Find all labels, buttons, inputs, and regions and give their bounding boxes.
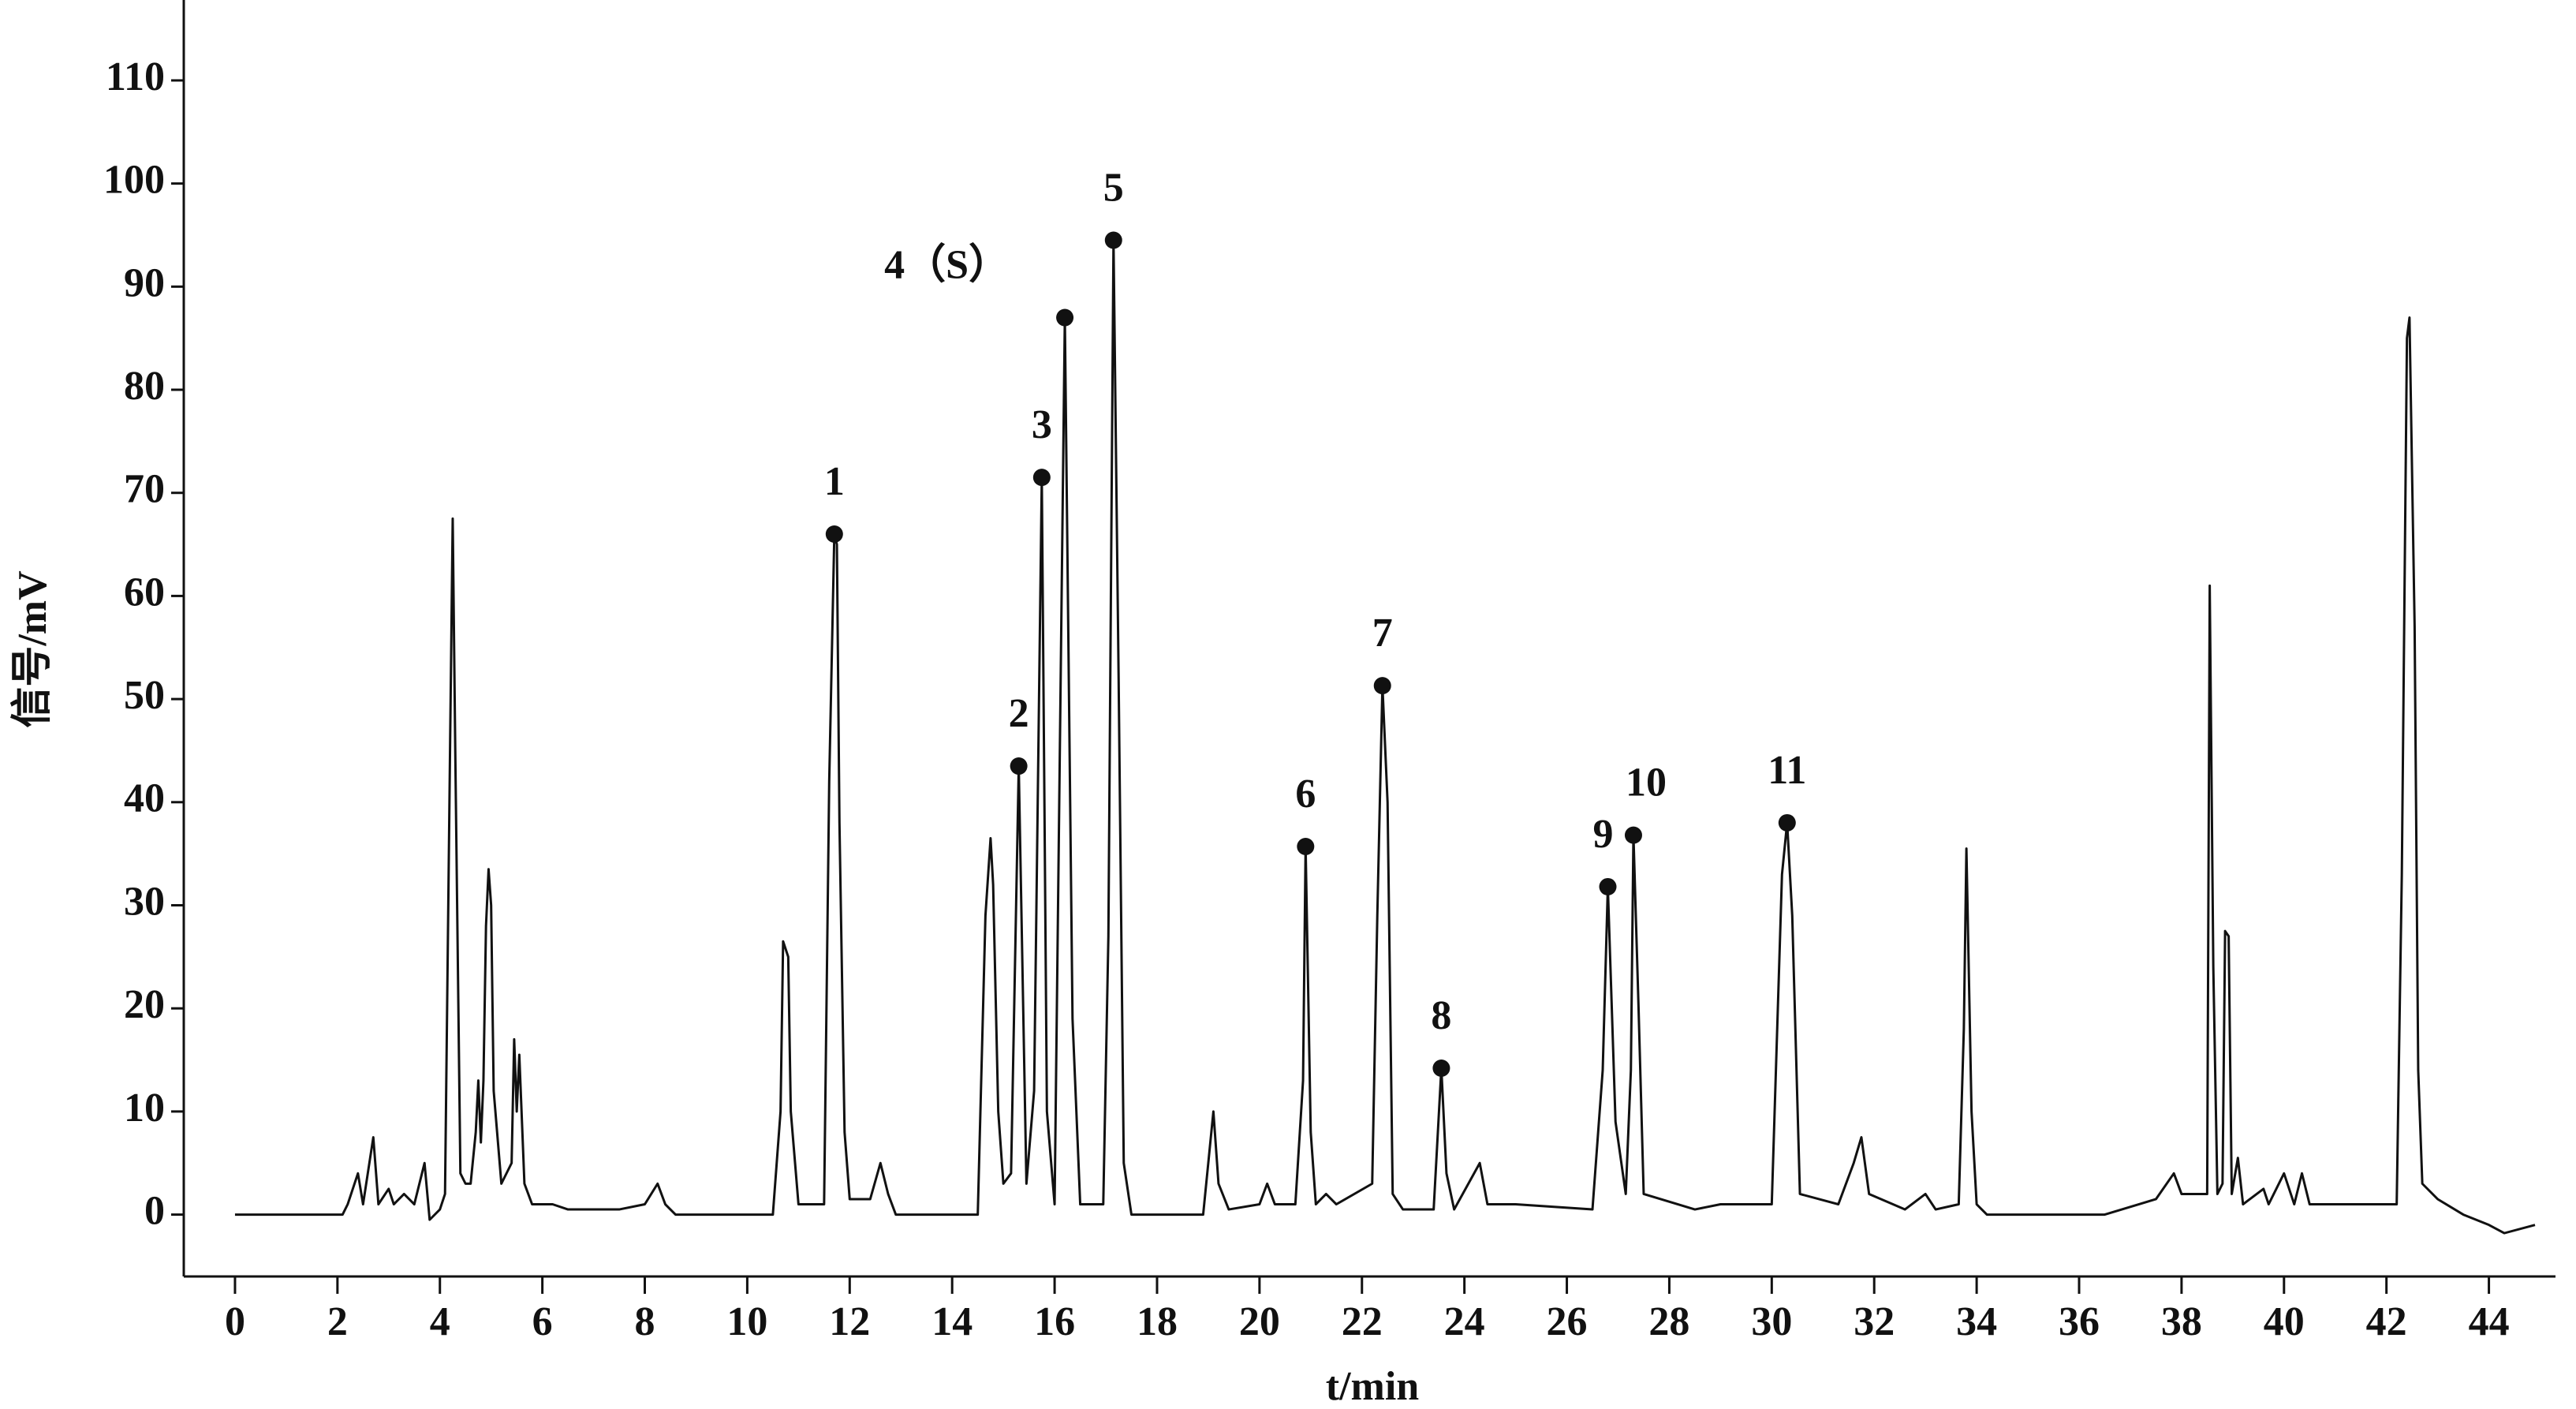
x-tick-label: 24 — [1444, 1299, 1485, 1344]
peak-label: 8 — [1431, 993, 1451, 1038]
peak-marker — [1010, 757, 1028, 776]
peak-label: 3 — [1032, 402, 1052, 447]
y-tick-label: 80 — [124, 364, 165, 409]
x-tick-label: 30 — [1751, 1299, 1792, 1344]
peak-label: 7 — [1372, 611, 1393, 656]
peak-marker — [1599, 877, 1617, 895]
x-tick-label: 18 — [1137, 1299, 1178, 1344]
x-tick-label: 32 — [1854, 1299, 1895, 1344]
peak-label: 2 — [1009, 691, 1029, 736]
x-tick-label: 38 — [2161, 1299, 2202, 1344]
peak-marker — [1624, 826, 1642, 844]
x-tick-label: 44 — [2469, 1299, 2510, 1344]
y-tick-label: 60 — [124, 570, 165, 615]
peak-label: 11 — [1768, 748, 1806, 793]
x-tick-label: 4 — [430, 1299, 450, 1344]
y-tick-label: 40 — [124, 776, 165, 821]
peak-label: 10 — [1626, 761, 1667, 805]
x-tick-label: 14 — [931, 1299, 973, 1344]
y-tick-label: 10 — [124, 1086, 165, 1131]
chromatogram-line — [234, 239, 2536, 1235]
peak-label: 9 — [1592, 812, 1613, 857]
x-tick-label: 42 — [2366, 1299, 2407, 1344]
x-tick-label: 6 — [532, 1299, 553, 1344]
peak-marker — [1104, 231, 1122, 249]
y-axis-title: 信号/mV — [9, 570, 55, 727]
y-tick-label: 110 — [106, 54, 165, 99]
x-tick-label: 40 — [2264, 1299, 2305, 1344]
peak-label: 1 — [824, 459, 845, 504]
x-tick-label: 16 — [1034, 1299, 1075, 1344]
x-tick-label: 2 — [327, 1299, 348, 1344]
y-tick-label: 70 — [124, 467, 165, 512]
peak-marker — [825, 525, 843, 543]
y-tick-label: 50 — [124, 673, 165, 718]
x-tick-label: 34 — [1956, 1299, 1997, 1344]
y-tick-label: 0 — [144, 1189, 165, 1234]
x-axis-title: t/min — [1326, 1364, 1420, 1409]
peak-marker — [1432, 1059, 1450, 1077]
peak-label: 4（S） — [884, 241, 1010, 287]
x-tick-label: 28 — [1648, 1299, 1689, 1344]
x-tick-label: 10 — [726, 1299, 767, 1344]
peak-marker — [1032, 469, 1051, 487]
y-tick-label: 100 — [103, 158, 165, 203]
x-tick-label: 8 — [635, 1299, 655, 1344]
peak-marker — [1297, 838, 1315, 856]
x-tick-label: 20 — [1239, 1299, 1280, 1344]
x-tick-label: 26 — [1547, 1299, 1588, 1344]
x-tick-label: 36 — [2059, 1299, 2100, 1344]
y-tick-label: 30 — [124, 879, 165, 924]
peak-marker — [1056, 308, 1074, 327]
y-tick-label: 20 — [124, 982, 165, 1027]
peak-marker — [1778, 813, 1796, 832]
peak-marker — [1373, 677, 1391, 695]
x-tick-label: 0 — [225, 1299, 245, 1344]
y-tick-label: 90 — [124, 260, 165, 305]
x-tick-label: 22 — [1342, 1299, 1383, 1344]
peak-label: 6 — [1295, 772, 1316, 817]
x-tick-label: 12 — [829, 1299, 870, 1344]
peak-label: 5 — [1103, 165, 1124, 210]
